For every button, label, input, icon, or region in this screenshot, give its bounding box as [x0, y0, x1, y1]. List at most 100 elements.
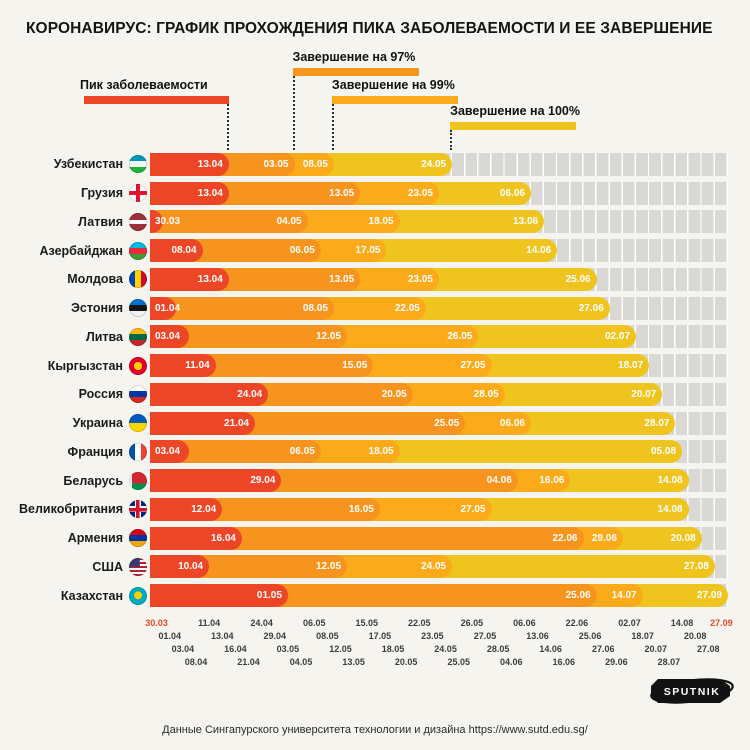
- timeline-track: 20.08 29.06 22.06 16.04: [150, 526, 728, 550]
- bar-date-label: 03.05: [263, 158, 289, 170]
- bar-peak: 13.04: [150, 152, 229, 176]
- timeline-track: 25.06 23.05 13.05 13.04: [150, 267, 728, 291]
- country-label: Кыргызстан: [47, 358, 123, 373]
- bar-peak: 01.05: [150, 584, 288, 608]
- legend-97-swatch: [292, 68, 419, 76]
- axis-date: 28.07: [657, 657, 681, 667]
- bar-date-label: 25.05: [434, 417, 460, 429]
- sputnik-logo: SPUTNIK: [648, 672, 736, 715]
- footer: SPUTNIK Данные Сингапурского университет…: [0, 672, 750, 750]
- bar-peak: 03.04: [150, 440, 190, 464]
- flag-md-icon: [129, 270, 147, 289]
- axis-date: 08.04: [184, 657, 208, 667]
- chart-row: Кыргызстан 18.07 27.05 15.05 11.04: [0, 351, 750, 380]
- country-label: Литва: [85, 329, 123, 344]
- chart-row: Беларусь 14.08 16.06 04.06 29.04: [0, 466, 750, 495]
- bar-date-label: 27.05: [460, 503, 486, 515]
- chart-row: Азербайджан 14.06 17.05 06.05 08.04: [0, 236, 750, 265]
- timeline-track: 27.09 14.07 25.06 01.05: [150, 584, 728, 608]
- axis-date: 06.05: [302, 618, 326, 628]
- flag-ee-icon: [129, 299, 147, 318]
- flag-am-icon: [129, 529, 147, 548]
- country-cell: Великобритания: [0, 500, 150, 519]
- axis-date: 30.03: [145, 618, 168, 628]
- bar-date-label: 24.05: [421, 158, 447, 170]
- flag-uz-icon: [129, 155, 147, 174]
- axis-date: 25.06: [578, 631, 602, 641]
- legend-100-pointer-line: [450, 130, 453, 150]
- bar-peak: 01.04: [150, 296, 180, 320]
- bar-peak: 30.03: [150, 210, 180, 234]
- bar-date-label: 27.08: [683, 561, 709, 573]
- flag-fr-icon: [129, 442, 147, 461]
- timeline-track: 02.07 26.05 12.05 03.04: [150, 325, 728, 349]
- country-label: Украина: [72, 416, 123, 431]
- bar-peak: 13.04: [150, 181, 229, 205]
- bar-date-label: 04.05: [276, 216, 302, 228]
- axis-date: 11.04: [198, 618, 221, 628]
- axis-date: 18.07: [631, 631, 654, 641]
- bar-date-label: 25.06: [565, 273, 591, 285]
- sputnik-wordmark: SPUTNIK: [664, 686, 721, 698]
- legend-97-label: Завершение на 97%: [292, 50, 416, 64]
- timeline-track: 20.07 28.05 20.05 24.04: [150, 382, 728, 406]
- chart-row: Франция 05.08 18.05 06.05 03.04: [0, 438, 750, 467]
- axis-date: 27.08: [697, 644, 720, 654]
- country-label: Россия: [78, 387, 123, 402]
- bar-date-label: 13.04: [197, 273, 223, 285]
- bar-date-label: 16.06: [539, 475, 565, 487]
- flag-us-icon: [129, 557, 147, 576]
- axis-date: 03.04: [171, 644, 195, 654]
- timeline-track: 27.06 22.05 08.05 01.04: [150, 296, 728, 320]
- timeline-track: 14.08 16.06 04.06 29.04: [150, 469, 728, 493]
- bar-peak: 13.04: [150, 267, 229, 291]
- axis-date: 13.06: [526, 631, 549, 641]
- x-axis: 30.03 01.04 03.04 08.04 11.04 13.04 16.04 21.04…: [0, 614, 750, 672]
- timeline-track: 14.08 27.05 16.05 12.04: [150, 497, 728, 521]
- bar-date-label: 06.06: [499, 187, 525, 199]
- axis-date: 24.05: [434, 644, 457, 654]
- country-label: Франция: [67, 444, 123, 459]
- bar-date-label: 13.05: [329, 273, 355, 285]
- bar-date-label: 13.04: [197, 187, 223, 199]
- axis-date: 21.04: [237, 657, 260, 667]
- bar-date-label: 10.04: [178, 561, 204, 573]
- gantt-chart: Узбекистан 24.05 08.05 03.05 13.04 Грузия 06.0…: [0, 150, 750, 610]
- bar-date-label: 16.04: [210, 532, 236, 544]
- bar-date-label: 27.06: [578, 302, 604, 314]
- axis-date: 23.05: [421, 631, 444, 641]
- country-label: США: [92, 559, 123, 574]
- bar-date-label: 03.04: [155, 331, 181, 343]
- country-label: Латвия: [78, 214, 123, 229]
- axis-date: 18.05: [381, 644, 405, 654]
- bar-p97: 12.05: [150, 325, 348, 349]
- axis-date: 22.05: [408, 618, 431, 628]
- legend-peak-swatch: [84, 96, 229, 104]
- timeline-track: 13.06 18.05 04.05 30.03: [150, 210, 728, 234]
- chart-row: Эстония 27.06 22.05 08.05 01.04: [0, 294, 750, 323]
- axis-date: 27.06: [591, 644, 615, 654]
- legend-100-label: Завершение на 100%: [450, 104, 580, 118]
- bar-date-label: 29.06: [591, 532, 617, 544]
- timeline-track: 27.08 24.05 12.05 10.04: [150, 555, 728, 579]
- bar-date-label: 16.05: [348, 503, 374, 515]
- legend-peak-label: Пик заболеваемости: [80, 78, 208, 92]
- bar-peak: 03.04: [150, 325, 190, 349]
- bar-date-label: 18.05: [368, 216, 394, 228]
- axis-date: 01.04: [158, 631, 181, 641]
- flag-az-icon: [129, 241, 147, 260]
- axis-date: 15.05: [355, 618, 379, 628]
- timeline-track: 28.07 06.06 25.05 21.04: [150, 411, 728, 435]
- timeline-track: 05.08 18.05 06.05 03.04: [150, 440, 728, 464]
- axis-date: 13.04: [210, 631, 234, 641]
- bar-date-label: 14.08: [657, 503, 683, 515]
- bar-date-label: 05.08: [650, 446, 677, 458]
- country-cell: США: [0, 557, 150, 576]
- legend-99-swatch: [331, 96, 458, 104]
- country-cell: Латвия: [0, 212, 150, 231]
- bar-date-label: 14.07: [611, 590, 637, 602]
- bar-peak: 10.04: [150, 555, 210, 579]
- axis-date: 27.09: [710, 618, 733, 628]
- axis-date: 13.05: [342, 657, 365, 667]
- sputnik-logo-graphic: SPUTNIK: [650, 678, 734, 704]
